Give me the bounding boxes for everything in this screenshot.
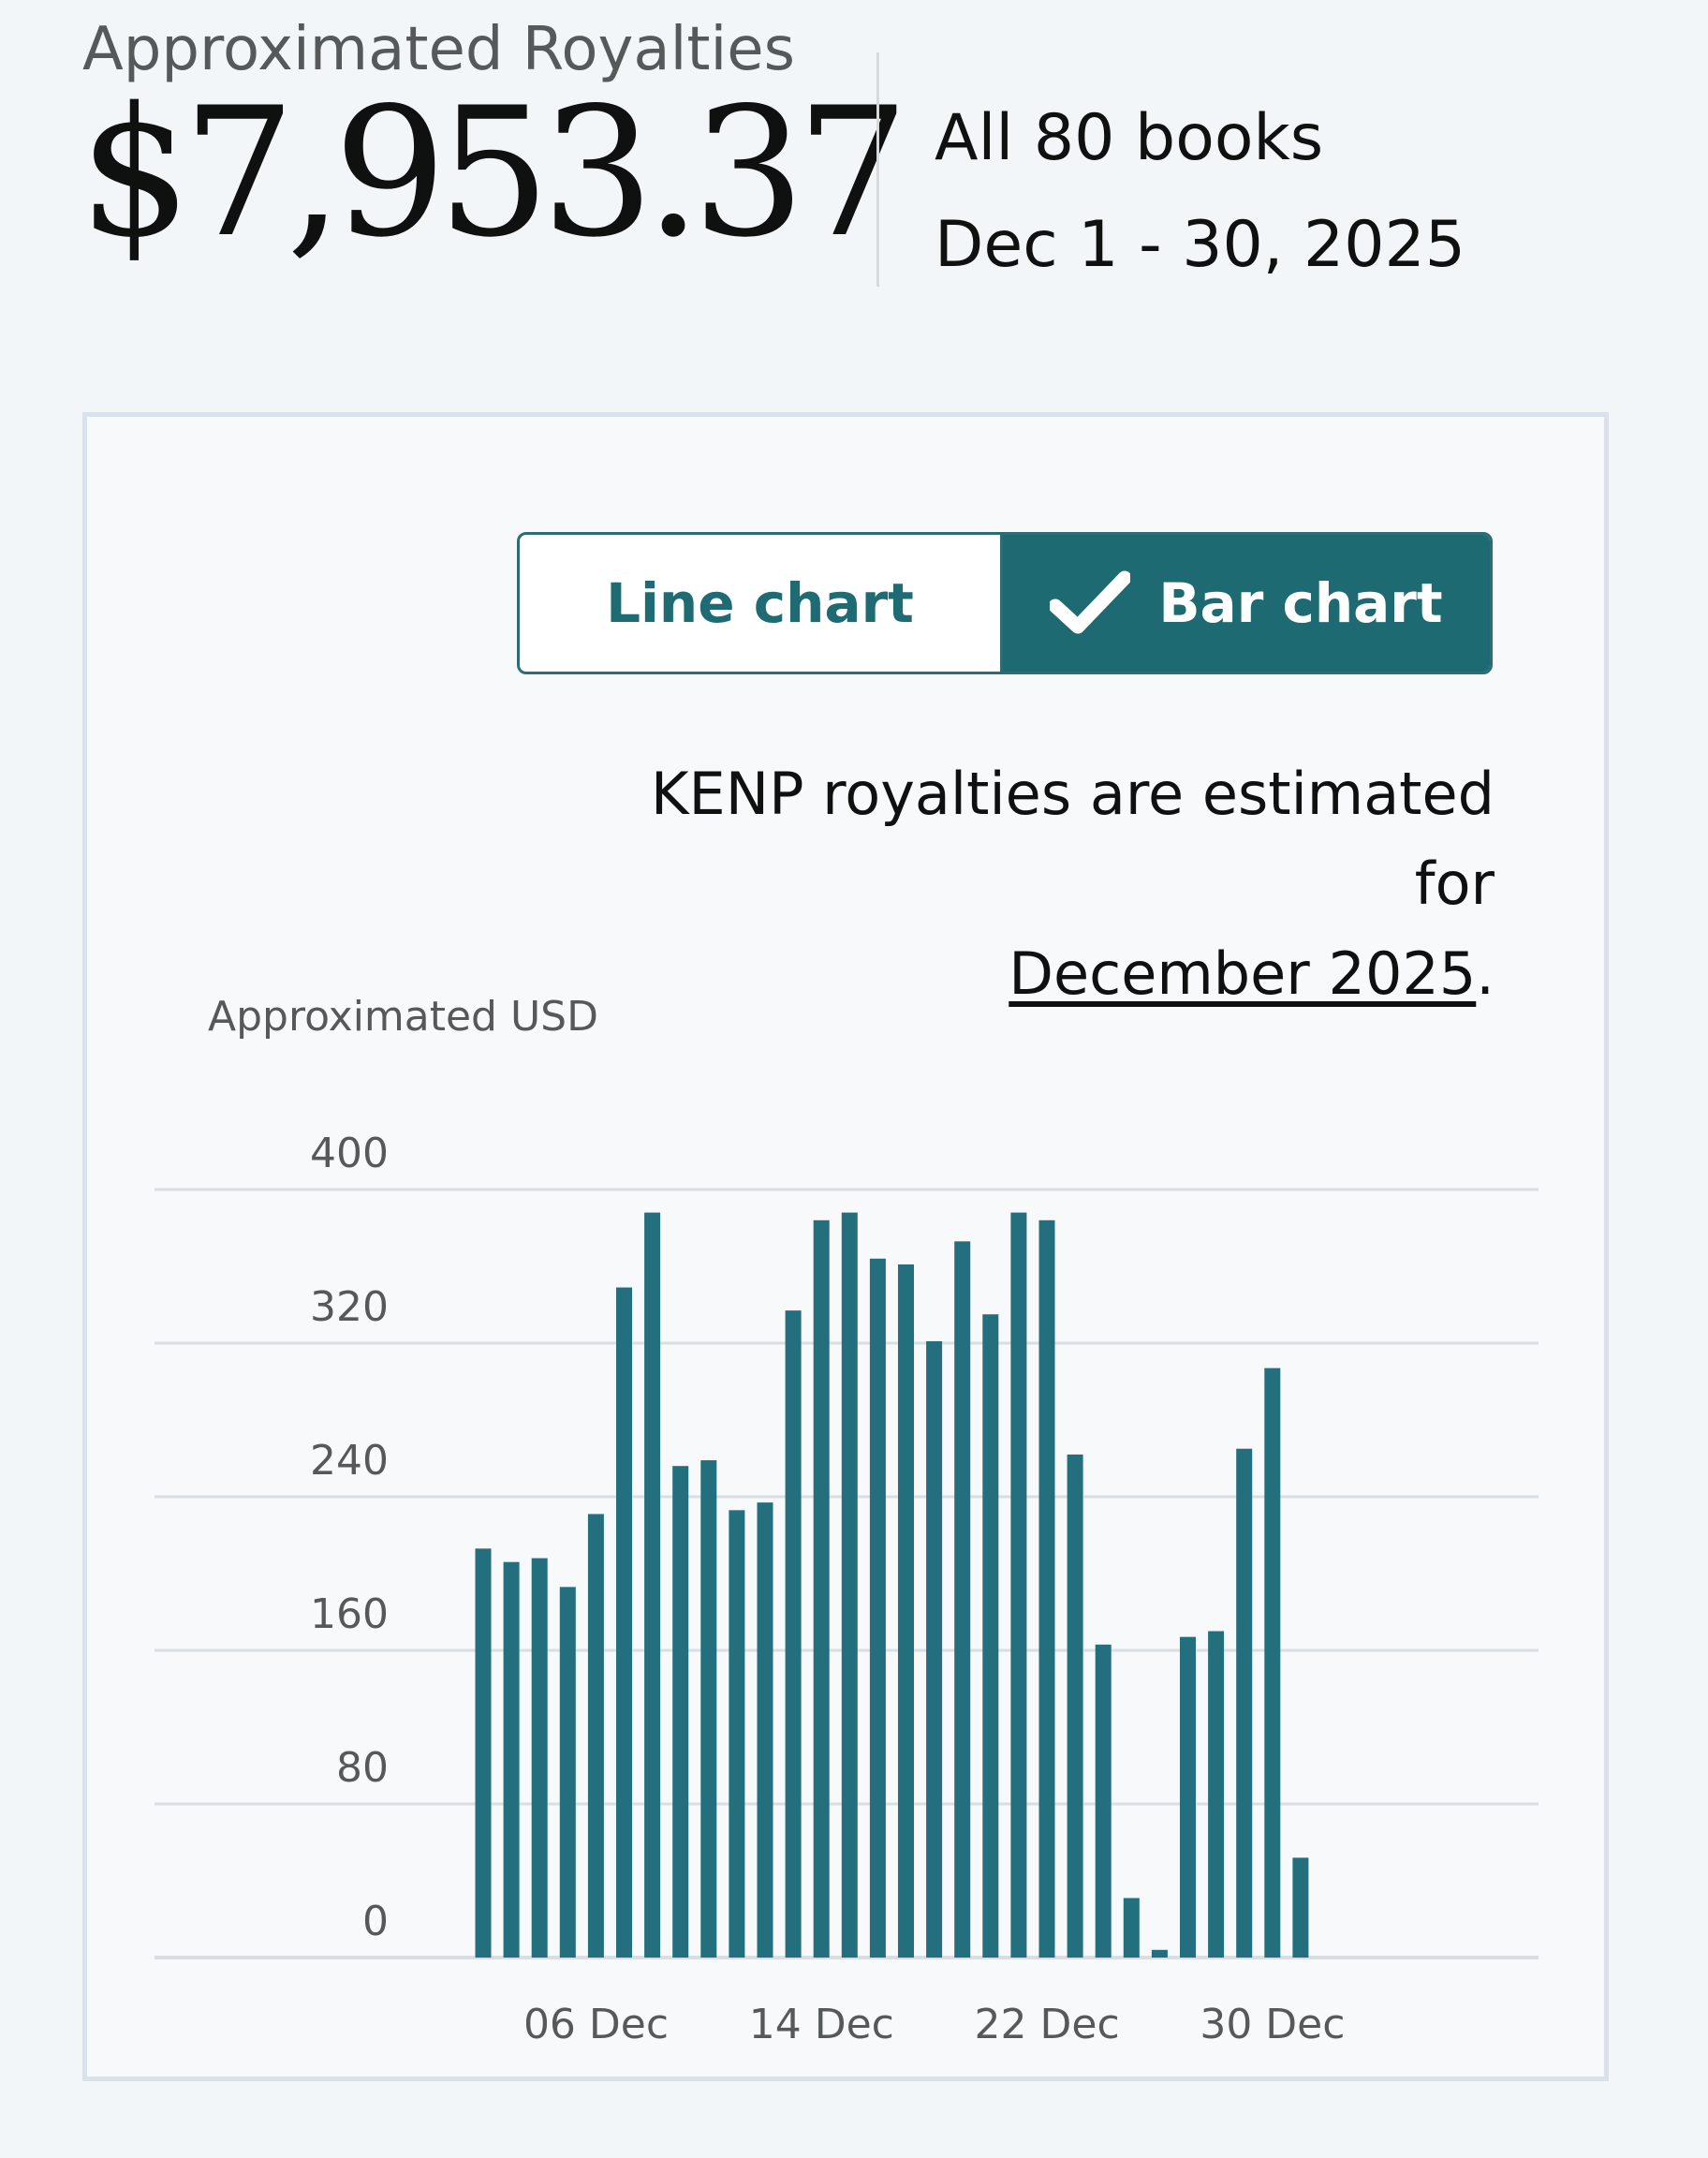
y-tick-label-0: 0 <box>362 1898 389 1945</box>
bar-day-1[interactable] <box>475 1548 492 1958</box>
kenp-note-text: KENP royalties are estimated for <box>650 760 1494 918</box>
check-icon <box>1050 570 1131 634</box>
bar-day-30[interactable] <box>1292 1857 1309 1958</box>
bar-chart-button-label: Bar chart <box>1158 571 1443 635</box>
x-tick-label: 22 Dec <box>975 2001 1120 2048</box>
line-chart-button[interactable]: Line chart <box>520 535 1003 672</box>
bar-day-8[interactable] <box>672 1466 689 1958</box>
bar-day-3[interactable] <box>531 1558 548 1958</box>
kenp-note: KENP royalties are estimated for Decembe… <box>558 749 1494 1019</box>
y-axis-title: Approximated USD <box>208 993 598 1041</box>
bar-day-7[interactable] <box>644 1212 661 1958</box>
bar-day-20[interactable] <box>1010 1212 1027 1958</box>
y-tick-label-400: 400 <box>310 1130 389 1177</box>
y-tick-label-160: 160 <box>310 1590 389 1638</box>
bar-day-18[interactable] <box>954 1241 971 1958</box>
bar-day-11[interactable] <box>757 1502 773 1958</box>
bar-day-15[interactable] <box>869 1258 886 1958</box>
bar-day-10[interactable] <box>729 1510 745 1958</box>
bar-day-6[interactable] <box>616 1287 632 1958</box>
bar-day-13[interactable] <box>813 1219 830 1958</box>
kenp-note-suffix: . <box>1476 939 1494 1008</box>
bar-day-4[interactable] <box>559 1587 576 1958</box>
bar-day-23[interactable] <box>1095 1644 1112 1958</box>
bar-day-25[interactable] <box>1151 1949 1168 1958</box>
y-tick-label-320: 320 <box>310 1283 389 1331</box>
bar-day-28[interactable] <box>1236 1448 1253 1958</box>
y-tick-label-80: 80 <box>336 1744 389 1792</box>
bar-day-9[interactable] <box>700 1460 717 1958</box>
december-link[interactable]: December 2025 <box>1009 939 1477 1008</box>
total-royalties-amount: $7,953.37 <box>79 69 909 276</box>
x-tick-label: 30 Dec <box>1200 2001 1345 2048</box>
bar-day-19[interactable] <box>982 1314 999 1958</box>
bar-day-29[interactable] <box>1264 1367 1281 1958</box>
bar-chart-button[interactable]: Bar chart <box>1003 535 1490 672</box>
chart-type-toggle: Line chart Bar chart <box>517 532 1493 674</box>
x-tick-label: 14 Dec <box>749 2001 894 2048</box>
bar-day-5[interactable] <box>587 1514 604 1958</box>
y-tick-label-240: 240 <box>310 1437 389 1485</box>
bar-day-16[interactable] <box>898 1264 914 1958</box>
date-range-label: Dec 1 - 30, 2025 <box>935 208 1466 282</box>
bar-day-2[interactable] <box>503 1561 520 1958</box>
bar-day-27[interactable] <box>1208 1631 1225 1958</box>
header-divider <box>876 52 879 287</box>
bar-day-14[interactable] <box>841 1212 858 1958</box>
x-tick-label: 06 Dec <box>523 2001 669 2048</box>
books-filter-label: All 80 books <box>935 101 1324 175</box>
bar-day-22[interactable] <box>1067 1454 1083 1958</box>
bar-day-26[interactable] <box>1180 1636 1196 1958</box>
header-label: Approximated Royalties <box>82 15 795 84</box>
bar-day-12[interactable] <box>785 1310 802 1958</box>
bar-day-24[interactable] <box>1123 1898 1140 1958</box>
bar-day-21[interactable] <box>1038 1219 1055 1958</box>
line-chart-button-label: Line chart <box>606 571 914 635</box>
bar-day-17[interactable] <box>926 1340 943 1958</box>
